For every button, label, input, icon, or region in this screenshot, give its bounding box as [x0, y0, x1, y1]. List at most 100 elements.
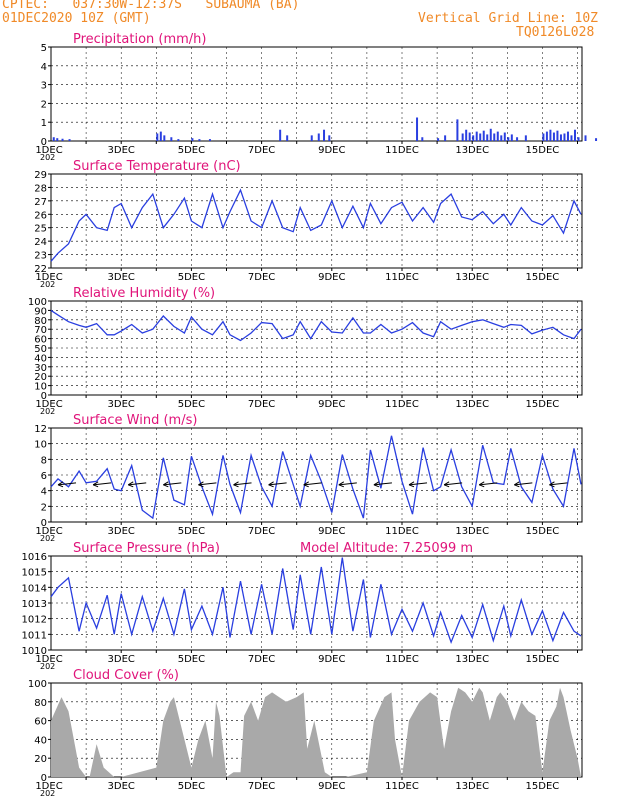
temp-ytick-label: 22: [34, 264, 47, 275]
wind-line: [50, 435, 582, 520]
pres-ytick-label: 1014: [22, 583, 47, 594]
precip-bar: [482, 130, 485, 141]
precip-bar: [475, 131, 478, 141]
precip-bar: [170, 137, 173, 141]
temp-xtick-label: 13DEC: [455, 272, 489, 283]
rh-ytick-label: 40: [34, 353, 47, 364]
precip-bar: [545, 131, 548, 141]
rh-xtick-label: 3DEC: [108, 399, 135, 410]
pres-xtick-label: 1DEC: [35, 654, 62, 665]
precip-bar: [493, 133, 496, 141]
wind-xtick-label: 9DEC: [318, 526, 345, 537]
precip-bar: [416, 117, 419, 141]
precip-bar: [496, 131, 499, 141]
cloud-ytick-label: 60: [34, 717, 47, 728]
precip-bar: [489, 128, 492, 141]
pres-xtick-label: 3DEC: [108, 654, 135, 665]
wind-xtick-label: 13DEC: [455, 526, 489, 537]
temp-year-stub: 202: [40, 280, 55, 289]
wind-arrowhead: [373, 481, 380, 488]
pres-ytick-label: 1010: [22, 646, 47, 657]
wind-ytick-label: 0: [41, 518, 47, 529]
temp-ytick-label: 29: [34, 170, 47, 181]
wind-arrowhead: [57, 481, 64, 488]
wind-xtick-label: 5DEC: [178, 526, 205, 537]
precip-bar: [310, 135, 313, 141]
cloud-year-stub: 202: [40, 789, 55, 798]
precip-bar: [595, 138, 598, 141]
rh-ytick-label: 10: [34, 382, 47, 393]
cloud-xtick-label: 3DEC: [108, 781, 135, 792]
precip-bar: [542, 133, 545, 141]
temp-xtick-label: 9DEC: [318, 272, 345, 283]
wind-arrowhead: [127, 481, 134, 488]
temp-ytick-label: 24: [34, 237, 47, 248]
wind-ytick-label: 2: [41, 502, 47, 513]
wind-arrowhead: [303, 481, 309, 488]
precip-bar: [566, 131, 569, 141]
precip-frame: [50, 46, 583, 142]
precip-ytick-label: 1: [41, 118, 47, 129]
temp-ytick-label: 26: [34, 210, 47, 221]
cloud-title: Cloud Cover (%): [73, 668, 179, 683]
precip-ytick-label: 0: [41, 137, 47, 148]
pres-ytick-label: 1016: [22, 552, 47, 563]
precip-xtick-label: 9DEC: [318, 145, 345, 156]
pres-line: [50, 557, 582, 645]
wind-arrow: [128, 482, 147, 486]
precip-bar: [461, 133, 464, 141]
rh-ytick-label: 20: [34, 372, 47, 383]
rh-year-stub: 202: [40, 407, 55, 416]
precip-bar: [279, 129, 282, 141]
wind-arrowhead: [514, 481, 520, 488]
temp-xtick-label: 7DEC: [248, 272, 275, 283]
precip-bar: [191, 138, 194, 141]
precip-bar: [552, 132, 555, 141]
temp-line: [50, 188, 582, 262]
cloud-ytick-label: 40: [34, 735, 47, 746]
temp-xtick-label: 5DEC: [178, 272, 205, 283]
precip-bar: [507, 137, 510, 141]
pres-xtick-label: 9DEC: [318, 654, 345, 665]
wind-arrow: [479, 482, 498, 486]
wind-arrow: [444, 482, 463, 486]
precip-bar: [465, 129, 468, 141]
wind-arrowhead: [268, 481, 274, 488]
precip-bar: [516, 137, 519, 141]
rh-xtick-label: 13DEC: [455, 399, 489, 410]
precip-bar: [328, 135, 331, 141]
precip-bar: [444, 135, 447, 141]
pres-xtick-label: 7DEC: [248, 654, 275, 665]
wind-arrowhead: [92, 481, 99, 488]
wind-arrowhead: [408, 481, 415, 488]
wind-arrow: [163, 482, 182, 486]
precip-ytick-label: 4: [41, 62, 47, 73]
precip-bar: [159, 131, 162, 141]
precip-year-stub: 202: [40, 153, 55, 162]
station-header: CPTEC: 037:30W-12:37S SUBAUMA (BA): [2, 0, 300, 12]
rh-ytick-label: 60: [34, 335, 47, 346]
precip-bar: [549, 129, 552, 141]
precip-bar: [468, 132, 471, 141]
rh-ytick-label: 70: [34, 325, 47, 336]
precip-bar: [163, 135, 166, 141]
precip-ytick-label: 3: [41, 81, 47, 92]
wind-arrow: [268, 482, 287, 486]
temp-xtick-label: 15DEC: [526, 272, 560, 283]
precip-title: Precipitation (mm/h): [73, 32, 206, 47]
precip-bar: [177, 139, 180, 141]
rh-ytick-label: 90: [34, 306, 47, 317]
altitude-note: Model Altitude: 7.25099 m: [300, 541, 473, 556]
precip-xtick-label: 3DEC: [108, 145, 135, 156]
cloud-xtick-label: 15DEC: [526, 781, 560, 792]
wind-arrowhead: [198, 481, 204, 488]
precip-bar: [559, 134, 562, 141]
precip-bar: [556, 130, 559, 141]
cloud-xtick-label: 7DEC: [248, 781, 275, 792]
precip-bar: [208, 139, 211, 141]
cloud-xtick-label: 11DEC: [385, 781, 419, 792]
wind-arrow: [303, 482, 322, 486]
rh-ytick-label: 0: [41, 391, 47, 402]
wind-xtick-label: 7DEC: [248, 526, 275, 537]
